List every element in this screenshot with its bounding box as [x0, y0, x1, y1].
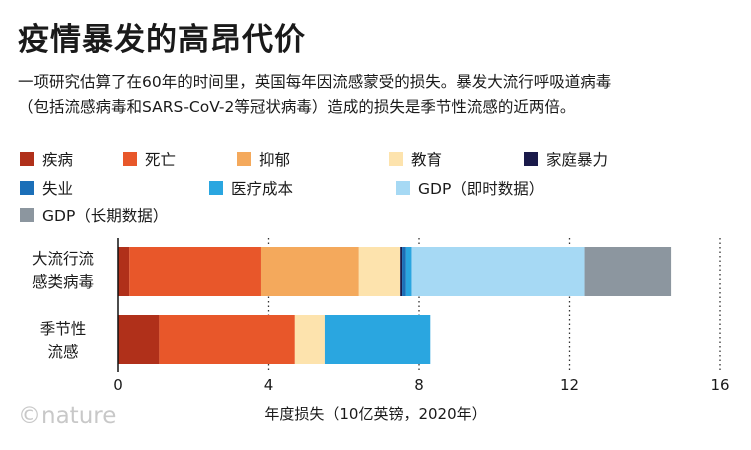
subtitle-line-2: （包括流感病毒和SARS-CoV-2等冠状病毒）造成的损失是季节性流感的近两倍。 [18, 98, 576, 116]
legend-item-death: 死亡 [123, 149, 176, 169]
bar-segment-0-7 [411, 247, 585, 296]
bar-segment-1-1 [159, 315, 295, 364]
legend-swatch [123, 152, 137, 166]
legend-label: 失业 [42, 180, 74, 198]
category-label-seasonal: 季节性 流感 [18, 318, 108, 364]
x-tick-label: 12 [560, 376, 579, 394]
chart-subtitle: 一项研究估算了在60年的时间里，英国每年因流感蒙受的损失。暴发大流行呼吸道病毒 … [18, 70, 738, 120]
bar-segment-0-6 [405, 247, 412, 296]
nature-logo: ©nature [18, 403, 117, 429]
legend-item-domestic-violence: 家庭暴力 [524, 149, 608, 169]
subtitle-line-1: 一项研究估算了在60年的时间里，英国每年因流感蒙受的损失。暴发大流行呼吸道病毒 [18, 73, 612, 91]
legend-label: 疾病 [42, 151, 74, 169]
legend-label: 死亡 [145, 151, 177, 169]
bar-segment-0-5 [402, 247, 406, 296]
legend-swatch [396, 181, 410, 195]
legend-swatch [389, 152, 403, 166]
bar-segment-0-2 [260, 247, 359, 296]
bar-segment-0-8 [584, 247, 672, 296]
bar-segment-1-3 [294, 315, 325, 364]
legend-swatch [524, 152, 538, 166]
x-tick-label: 8 [414, 376, 424, 394]
legend-label: 教育 [411, 151, 443, 169]
x-axis-label: 年度损失（10亿英镑，2020年） [264, 405, 487, 423]
bar-segment-0-0 [118, 247, 130, 296]
category-label-line: 感类病毒 [31, 273, 94, 291]
category-label-line: 流感 [47, 343, 79, 361]
bar-segment-0-4 [400, 247, 403, 296]
bar-segment-1-6 [324, 315, 431, 364]
legend-item-gdp-immediate: GDP（即时数据） [396, 178, 544, 198]
x-tick-label: 4 [264, 376, 274, 394]
legend-label: GDP（长期数据） [42, 207, 169, 225]
legend-item-education: 教育 [389, 149, 442, 169]
bar-segment-0-1 [129, 247, 261, 296]
legend-label: 医疗成本 [231, 180, 294, 198]
bar-segment-1-0 [118, 315, 160, 364]
category-label-line: 季节性 [39, 320, 87, 338]
x-tick-label: 16 [710, 376, 729, 394]
legend-swatch [209, 181, 223, 195]
legend-swatch [20, 152, 34, 166]
bar-segment-0-3 [358, 247, 401, 296]
chart-title: 疫情暴发的高昂代价 [18, 22, 306, 58]
legend-label: 抑郁 [259, 151, 291, 169]
legend-swatch [20, 181, 34, 195]
category-label-pandemic: 大流行流 感类病毒 [18, 248, 108, 294]
x-tick-label: 0 [113, 376, 123, 394]
legend-item-unemployment: 失业 [20, 178, 73, 198]
legend-swatch [237, 152, 251, 166]
legend-item-medical-costs: 医疗成本 [209, 178, 293, 198]
legend-swatch [20, 208, 34, 222]
legend-label: 家庭暴力 [546, 151, 609, 169]
legend-item-gdp-long-term: GDP（长期数据） [20, 205, 168, 225]
category-label-line: 大流行流 [31, 250, 94, 268]
legend-item-depression: 抑郁 [237, 149, 290, 169]
legend-item-illness: 疾病 [20, 149, 73, 169]
legend-label: GDP（即时数据） [418, 180, 545, 198]
